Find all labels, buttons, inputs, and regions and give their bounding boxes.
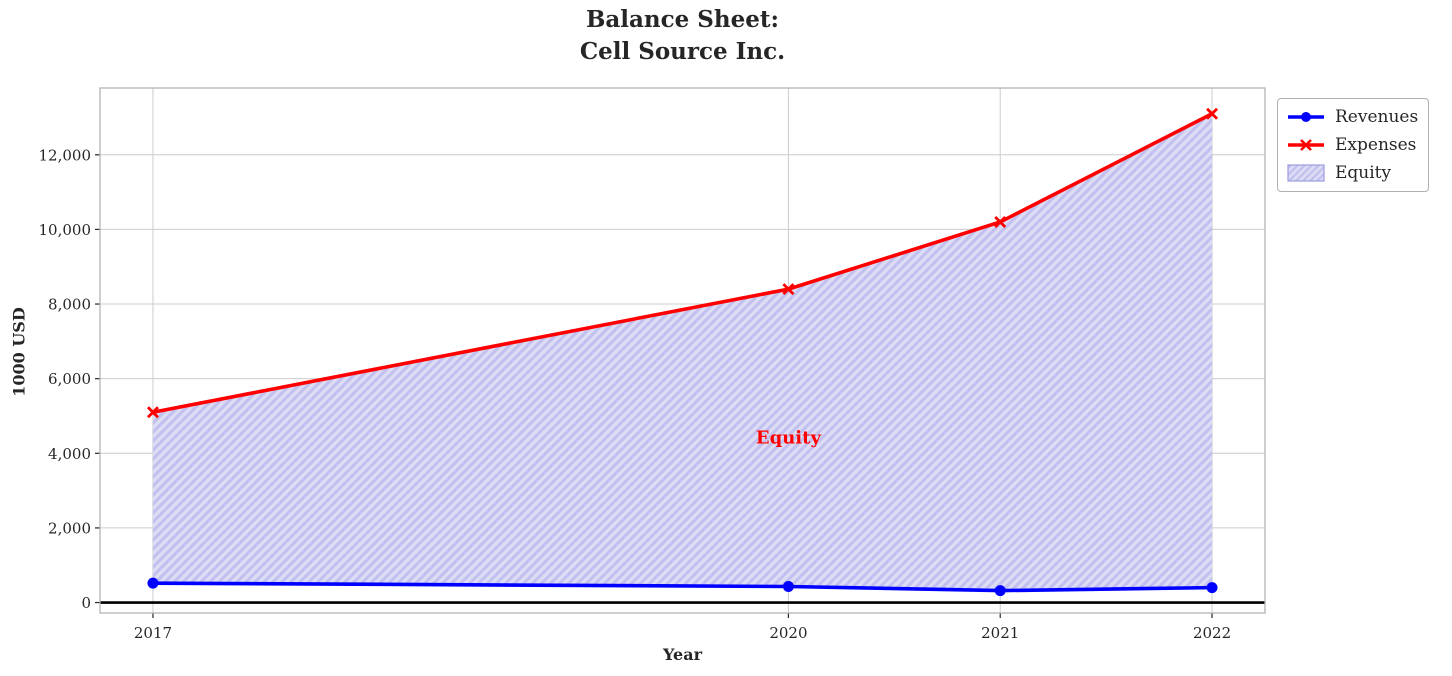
expenses-marker bbox=[782, 283, 795, 296]
legend-label-expenses: Expenses bbox=[1335, 135, 1417, 155]
y-tick-label: 2,000 bbox=[48, 519, 91, 537]
revenues-marker bbox=[1206, 582, 1218, 594]
legend-item-equity: Equity bbox=[1286, 160, 1418, 186]
revenues-marker bbox=[147, 577, 159, 589]
revenues-line bbox=[151, 581, 1214, 593]
revenues-marker bbox=[782, 581, 794, 593]
y-tick-label: 0 bbox=[81, 594, 91, 612]
expenses-line-swatch bbox=[1288, 139, 1324, 151]
y-tick-label: 6,000 bbox=[48, 370, 91, 388]
y-tick-label: 12,000 bbox=[39, 146, 92, 164]
expenses-marker bbox=[1206, 107, 1219, 120]
revenues-marker bbox=[994, 585, 1006, 597]
equity-area bbox=[152, 113, 1213, 591]
revenues-line-swatch bbox=[1288, 112, 1324, 122]
expenses-line bbox=[151, 111, 1214, 415]
legend-item-revenues: Revenues bbox=[1286, 104, 1418, 130]
x-tick-label: 2020 bbox=[769, 624, 807, 642]
equity-area-annotation: Equity bbox=[755, 427, 821, 449]
legend-label-equity: Equity bbox=[1335, 163, 1392, 183]
x-tick-label: 2021 bbox=[981, 624, 1019, 642]
chart-title: Balance Sheet: Cell Source Inc. bbox=[579, 6, 786, 66]
x-tick-label: 2017 bbox=[134, 624, 172, 642]
y-tick-label: 8,000 bbox=[48, 296, 91, 314]
expenses-marker bbox=[994, 215, 1007, 228]
equity-hatch-swatch bbox=[1287, 164, 1325, 182]
y-tick-label: 4,000 bbox=[48, 445, 91, 463]
x-tick-label: 2022 bbox=[1193, 624, 1231, 642]
plot-border bbox=[99, 87, 1266, 614]
expenses-marker bbox=[146, 406, 159, 419]
legend-label-revenues: Revenues bbox=[1335, 107, 1419, 127]
x-axis-label: Year bbox=[662, 645, 702, 664]
legend-item-expenses: Expenses bbox=[1286, 132, 1418, 158]
legend: Revenues Expenses Equity bbox=[1277, 98, 1430, 192]
y-tick-label: 10,000 bbox=[39, 221, 92, 239]
